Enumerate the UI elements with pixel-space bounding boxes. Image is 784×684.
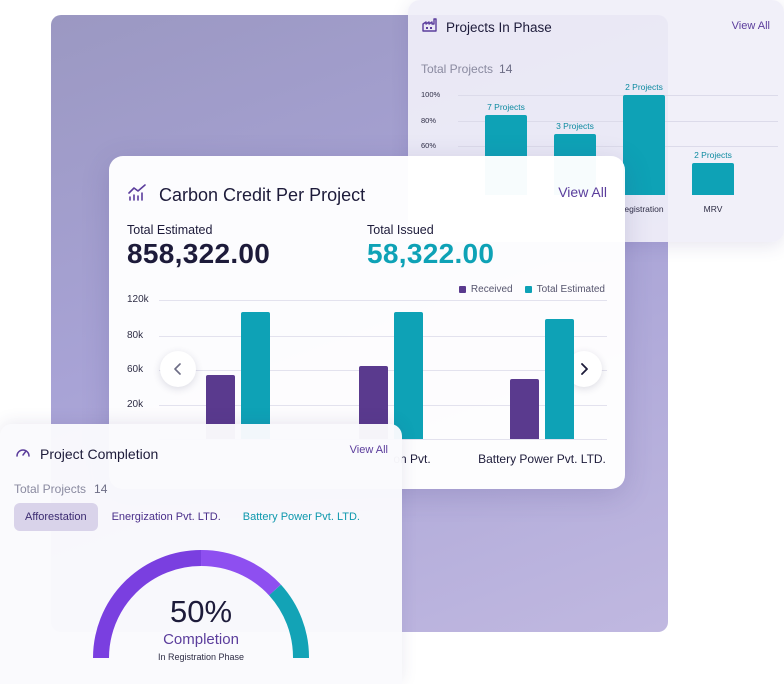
completion-view-all-link[interactable]: View All <box>349 444 388 456</box>
total-estimated-value: 858,322.00 <box>127 238 271 269</box>
carbon-y-tick: 80k <box>127 330 144 341</box>
phase-card-header: Projects In Phase <box>422 18 552 37</box>
estimated-bar <box>545 318 574 439</box>
phase-gridline <box>458 121 778 122</box>
phase-card-title: Projects In Phase <box>446 20 552 35</box>
phase-view-all-link[interactable]: View All <box>731 20 770 32</box>
legend-received: Received <box>458 284 513 295</box>
gauge-segment-third <box>268 584 310 659</box>
phase-x-label: MRV <box>703 204 723 214</box>
factory-icon <box>422 18 438 37</box>
phase-total-value: 14 <box>499 62 513 76</box>
project-completion-card: Project Completion View All Total Projec… <box>0 424 402 684</box>
chevron-left-icon <box>174 363 181 375</box>
carbon-card-title: Carbon Credit Per Project <box>159 185 366 205</box>
carbon-gridline <box>159 336 607 337</box>
projects-in-phase-card: Projects In Phase View All Total Project… <box>408 0 784 242</box>
phase-bar-label: 2 Projects <box>694 150 732 160</box>
carbon-x-label: on Pvt. <box>393 452 431 466</box>
carbon-legend: Received Total Estimated <box>458 284 605 295</box>
total-issued-value: 58,322.00 <box>367 238 495 269</box>
phase-gridline <box>458 95 778 96</box>
legend-estimated-label: Total Estimated <box>536 284 605 295</box>
legend-swatch-estimated <box>524 286 532 293</box>
phase-y-tick: 100% <box>421 90 441 99</box>
carbon-card-header: Carbon Credit Per Project <box>127 184 365 207</box>
phase-total-projects: Total Projects 14 <box>421 62 512 76</box>
phase-y-tick: 60% <box>421 141 437 150</box>
phase-x-label: egistration <box>624 204 664 214</box>
phase-bar <box>692 163 734 195</box>
completion-gauge <box>85 542 317 684</box>
estimated-bar <box>241 311 270 439</box>
phase-gridline <box>458 146 778 147</box>
completion-percent: 50% <box>169 594 233 629</box>
estimated-bar <box>394 311 423 439</box>
carbon-y-tick: 60k <box>127 364 144 375</box>
chart-trend-icon <box>127 184 147 207</box>
total-estimated-label: Total Estimated <box>127 223 213 237</box>
total-issued-label: Total Issued <box>367 223 434 237</box>
tab-afforestation[interactable]: Afforestation <box>14 503 98 531</box>
phase-bar-label: 3 Projects <box>556 121 594 131</box>
gauge-segment-second <box>200 549 281 596</box>
completion-total-value: 14 <box>94 482 108 496</box>
received-bar <box>510 378 539 439</box>
project-tabs: Afforestation Energization Pvt. LTD. Bat… <box>14 503 371 531</box>
carbon-y-tick: 20k <box>127 399 144 410</box>
chevron-right-icon <box>581 363 588 375</box>
phase-bar <box>623 95 665 195</box>
completion-card-header: Project Completion <box>15 444 158 463</box>
carbon-gridline <box>159 300 607 301</box>
legend-estimated: Total Estimated <box>524 284 605 295</box>
completion-card-title: Project Completion <box>40 445 159 462</box>
phase-bar-label: 2 Projects <box>625 82 663 92</box>
completion-total-projects: Total Projects 14 <box>14 482 107 496</box>
tab-battery-power[interactable]: Battery Power Pvt. LTD. <box>242 511 360 523</box>
carbon-view-all-link[interactable]: View All <box>558 184 607 200</box>
completion-label: Completion <box>163 631 239 648</box>
legend-received-label: Received <box>470 284 513 295</box>
phase-total-label: Total Projects <box>421 62 494 76</box>
phase-bar-label: 7 Projects <box>487 102 525 112</box>
gauge-icon <box>15 444 31 463</box>
gauge-segment-first <box>93 550 202 659</box>
carbon-y-tick: 120k <box>127 294 149 305</box>
carousel-prev-button[interactable] <box>160 351 196 387</box>
phase-y-tick: 80% <box>421 116 437 125</box>
tab-energization[interactable]: Energization Pvt. LTD. <box>111 511 221 523</box>
completion-phase-label: In Registration Phase <box>157 652 245 662</box>
completion-total-label: Total Projects <box>14 482 87 496</box>
legend-swatch-received <box>458 286 466 293</box>
carbon-x-label: Battery Power Pvt. LTD. <box>478 452 606 466</box>
